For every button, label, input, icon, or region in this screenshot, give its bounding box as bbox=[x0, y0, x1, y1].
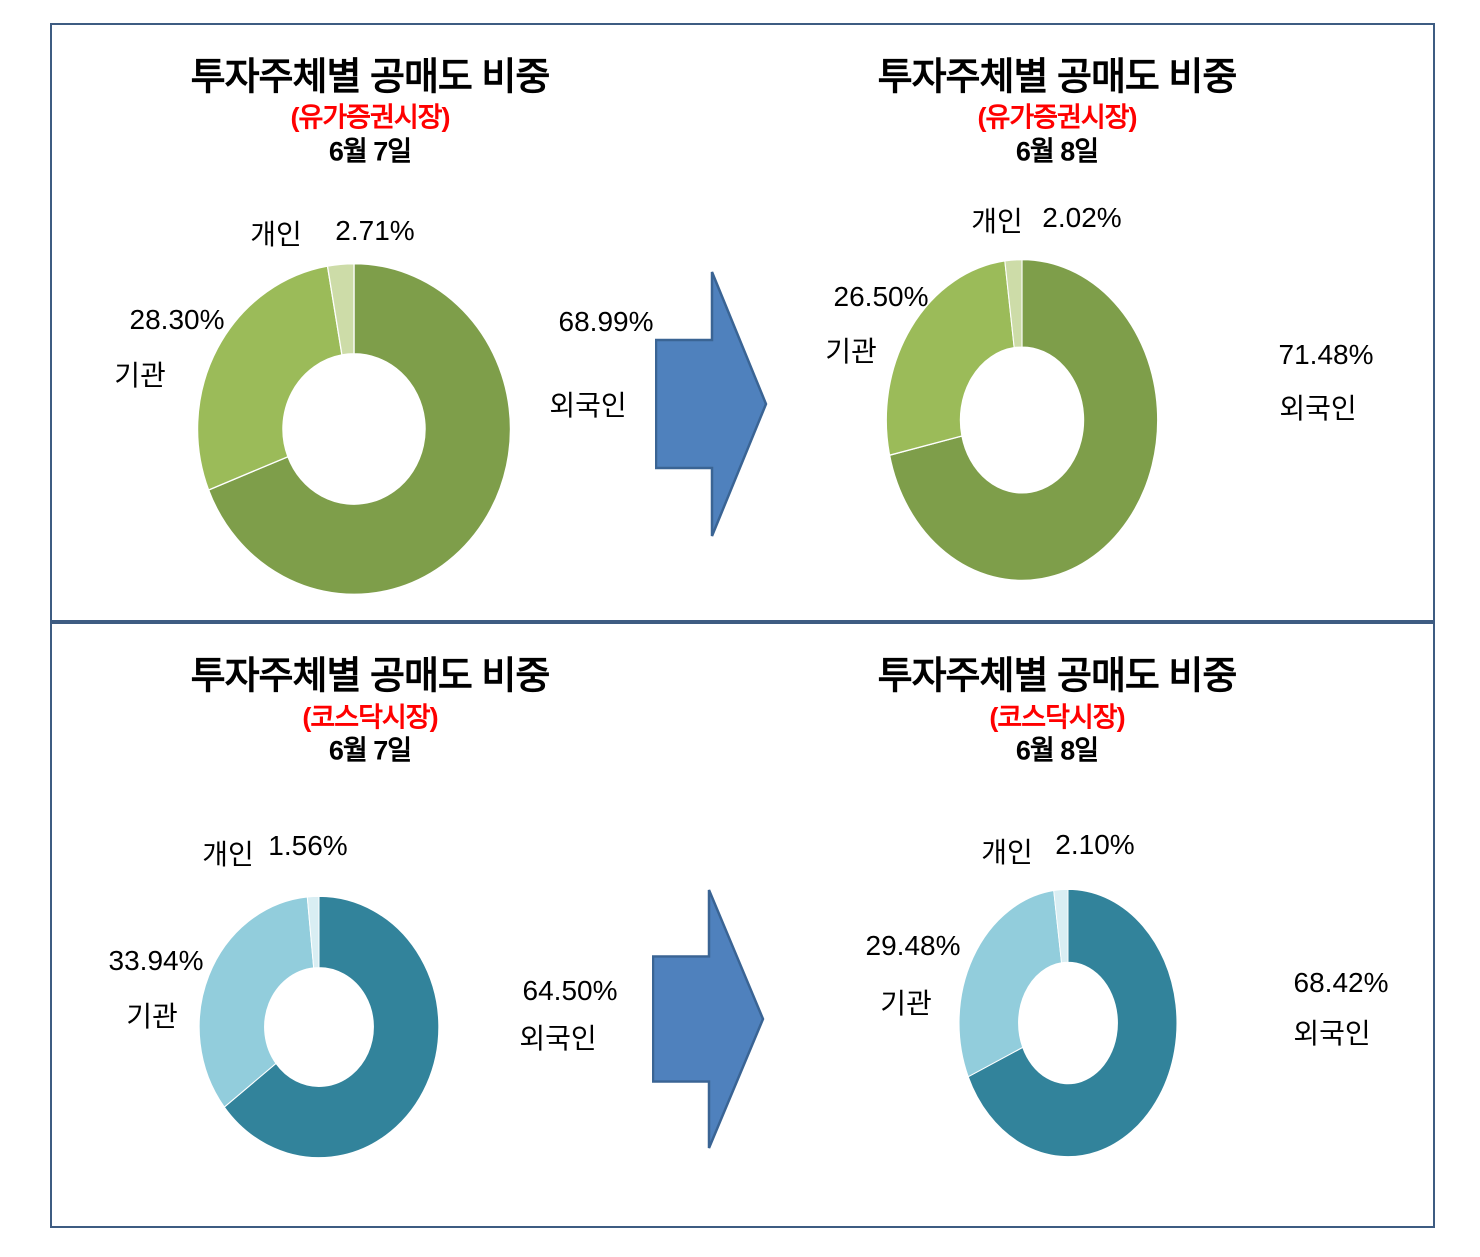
slice-label-foreigner: 외국인 bbox=[549, 390, 627, 421]
date-label: 6월 7일 bbox=[328, 735, 412, 766]
page-title: 투자주체별 공매도 비중 bbox=[877, 56, 1238, 99]
slice-value-institution: 29.48% bbox=[865, 930, 961, 961]
donut-chart bbox=[196, 263, 512, 595]
slice-value-individual: 1.56% bbox=[268, 830, 348, 861]
market-subtitle: (유가증권시장) bbox=[290, 102, 450, 133]
market-subtitle: (코스닥시장) bbox=[989, 702, 1125, 733]
donut-slice-외국인 bbox=[889, 258, 1159, 582]
slice-label-foreigner: 외국인 bbox=[1293, 1018, 1371, 1049]
slice-value-foreigner: 71.48% bbox=[1278, 339, 1374, 370]
market-subtitle: (코스닥시장) bbox=[302, 702, 438, 733]
page-title: 투자주체별 공매도 비중 bbox=[190, 655, 551, 698]
donut-chart bbox=[198, 895, 440, 1159]
slice-label-individual: 개인 bbox=[971, 206, 1023, 237]
slice-label-foreigner: 외국인 bbox=[519, 1023, 597, 1054]
donut-slice-외국인 bbox=[223, 895, 440, 1159]
slice-value-individual: 2.71% bbox=[335, 215, 415, 246]
donut-slice-개인 bbox=[1004, 258, 1023, 349]
donut-slice-개인 bbox=[1053, 888, 1069, 964]
slice-value-individual: 2.10% bbox=[1055, 829, 1135, 860]
slice-value-individual: 2.02% bbox=[1042, 202, 1122, 233]
donut-chart bbox=[885, 258, 1159, 582]
slice-label-individual: 개인 bbox=[981, 837, 1033, 868]
date-label: 6월 7일 bbox=[328, 136, 412, 167]
right-arrow-icon bbox=[652, 889, 765, 1149]
slice-label-individual: 개인 bbox=[250, 219, 302, 250]
transition-arrow-bottom bbox=[652, 889, 765, 1149]
date-label: 6월 8일 bbox=[1015, 136, 1099, 167]
donut-slice-기관 bbox=[198, 896, 315, 1108]
donut-slice-외국인 bbox=[967, 888, 1178, 1158]
slice-value-foreigner: 68.99% bbox=[558, 306, 654, 337]
donut-slice-개인 bbox=[306, 895, 320, 969]
donut-slice-기관 bbox=[196, 265, 343, 491]
donut-slice-기관 bbox=[885, 260, 1015, 456]
slice-label-individual: 개인 bbox=[202, 839, 254, 870]
right-arrow-icon bbox=[655, 271, 768, 537]
transition-arrow-top bbox=[655, 271, 768, 537]
slice-label-foreigner: 외국인 bbox=[1279, 393, 1357, 424]
date-label: 6월 8일 bbox=[1015, 735, 1099, 766]
slice-label-institution: 기관 bbox=[114, 360, 166, 391]
page-title: 투자주체별 공매도 비중 bbox=[877, 655, 1238, 698]
donut-chart bbox=[958, 888, 1178, 1158]
slice-value-institution: 28.30% bbox=[129, 304, 225, 335]
donut-slice-외국인 bbox=[207, 263, 512, 595]
donut-slice-기관 bbox=[958, 889, 1062, 1078]
slice-value-institution: 33.94% bbox=[108, 945, 204, 976]
slice-label-institution: 기관 bbox=[825, 336, 877, 367]
slice-label-institution: 기관 bbox=[126, 1001, 178, 1032]
market-subtitle: (유가증권시장) bbox=[977, 102, 1137, 133]
slice-label-institution: 기관 bbox=[880, 988, 932, 1019]
donut-slice-개인 bbox=[326, 263, 355, 356]
page-title: 투자주체별 공매도 비중 bbox=[190, 56, 551, 99]
slice-value-foreigner: 64.50% bbox=[522, 975, 618, 1006]
slice-value-institution: 26.50% bbox=[833, 281, 929, 312]
slice-value-foreigner: 68.42% bbox=[1293, 967, 1389, 998]
